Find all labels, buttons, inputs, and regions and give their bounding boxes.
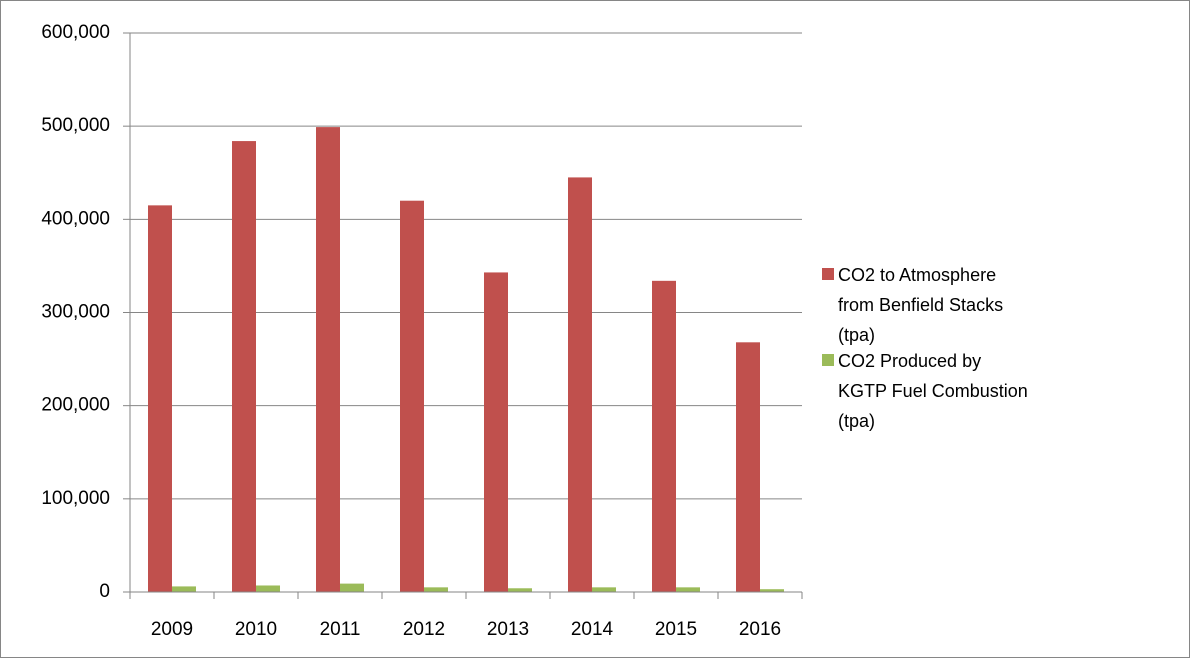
x-tick-label: 2009 (151, 619, 193, 640)
bar (424, 587, 448, 592)
bar (340, 583, 364, 592)
y-tick-label: 200,000 (41, 395, 110, 416)
legend-label: CO2 to Atmosphere from Benfield Stacks (… (838, 265, 1004, 345)
x-tick-label: 2015 (655, 619, 697, 640)
legend-swatch (822, 268, 834, 280)
bar (256, 585, 280, 592)
legend-swatch (822, 354, 834, 366)
y-tick-label: 600,000 (41, 22, 110, 43)
bar (568, 177, 592, 593)
y-tick-label: 300,000 (41, 302, 110, 323)
bar (172, 586, 196, 592)
bar (484, 272, 508, 592)
x-tick-label: 2012 (403, 619, 445, 640)
bar (736, 342, 760, 592)
y-tick-label: 100,000 (41, 488, 110, 509)
bar (652, 280, 676, 592)
bar (676, 587, 700, 592)
x-tick-label: 2016 (739, 619, 781, 640)
y-tick-label: 500,000 (41, 115, 110, 136)
x-tick-label: 2014 (571, 619, 614, 640)
y-tick-label: 400,000 (41, 208, 110, 229)
x-tick-label: 2011 (320, 619, 361, 640)
x-tick-label: 2013 (487, 619, 529, 640)
legend-label: CO2 Produced by KGTP Fuel Combustion (tp… (838, 351, 1028, 431)
bar (760, 589, 784, 592)
bar (400, 200, 424, 592)
bar (232, 141, 256, 592)
bar (148, 205, 172, 592)
bar (592, 587, 616, 592)
y-tick-label: 0 (99, 581, 110, 602)
bar (508, 588, 532, 592)
bar (316, 127, 340, 593)
x-tick-label: 2010 (235, 619, 277, 640)
